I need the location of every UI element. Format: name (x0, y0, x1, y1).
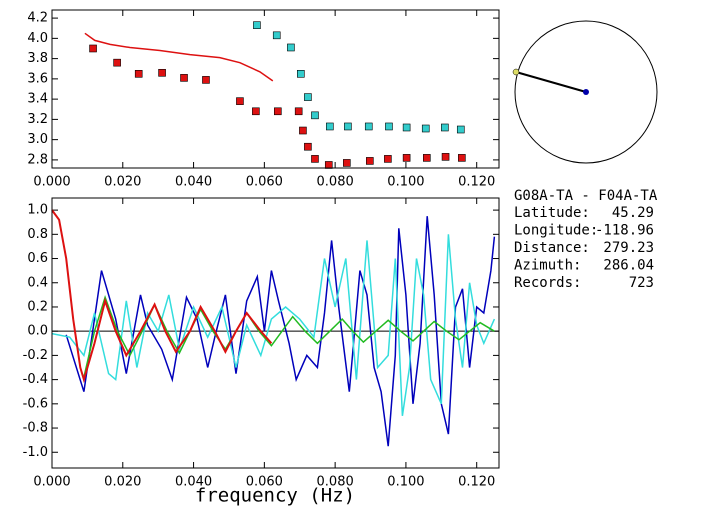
center-marker (583, 89, 589, 95)
data-point (441, 153, 450, 161)
x-tick-label: 0.020 (104, 175, 141, 190)
y-tick-label: 0.0 (27, 324, 48, 339)
data-point (311, 155, 319, 163)
data-point (343, 159, 351, 167)
data-point (402, 123, 411, 132)
info-value: 723 (629, 275, 654, 291)
info-value: 45.29 (612, 205, 654, 221)
data-point (324, 161, 333, 169)
data-point (421, 124, 430, 133)
data-point (297, 70, 305, 78)
x-tick-label: 0.080 (317, 475, 354, 490)
y-tick-label: 4.2 (27, 11, 48, 26)
data-point (456, 125, 465, 134)
data-point (299, 126, 307, 135)
x-tick-label: 0.060 (246, 175, 283, 190)
data-point (294, 107, 303, 116)
azimuth-line (515, 71, 587, 93)
data-point (236, 97, 244, 105)
data-point (252, 107, 260, 116)
data-line (84, 32, 274, 82)
info-label: Longitude: (514, 223, 598, 239)
data-point (253, 21, 261, 29)
x-tick-label: 0.080 (317, 175, 354, 190)
x-tick-label: 0.120 (458, 175, 495, 190)
y-tick-label: -0.4 (23, 372, 48, 387)
data-point (344, 122, 352, 131)
x-tick-label: 0.120 (458, 475, 495, 490)
data-point (304, 142, 312, 151)
x-axis-label: frequency (Hz) (195, 485, 355, 507)
y-tick-label: 0.2 (27, 299, 48, 314)
y-tick-label: 3.2 (27, 112, 48, 127)
data-point (364, 122, 373, 131)
info-value: -118.96 (595, 223, 654, 239)
info-label: Records: (514, 275, 581, 291)
y-tick-label: -0.6 (23, 396, 48, 411)
x-tick-label: 0.040 (175, 475, 212, 490)
y-tick-label: 3.6 (27, 71, 48, 86)
data-point (366, 157, 374, 165)
data-point (423, 154, 431, 162)
data-point (458, 154, 466, 162)
data-point (287, 43, 295, 52)
y-tick-label: -0.8 (23, 421, 48, 436)
info-label: Distance: (514, 240, 590, 256)
data-point (274, 107, 282, 116)
azimuth-circle (514, 20, 658, 164)
data-point (402, 154, 411, 162)
info-label: Latitude: (514, 205, 590, 221)
data-point (158, 68, 166, 77)
data-point (272, 31, 281, 40)
y-tick-label: -0.2 (23, 348, 48, 363)
x-tick-label: 0.100 (387, 475, 424, 490)
y-tick-label: 0.6 (27, 251, 48, 266)
y-tick-label: 3.8 (27, 51, 48, 66)
y-tick-label: 3.0 (27, 132, 48, 147)
plot-frame (51, 9, 500, 169)
x-tick-label: 0.020 (104, 475, 141, 490)
x-tick-label: 0.000 (33, 175, 70, 190)
data-point (326, 122, 334, 131)
data-line (51, 209, 273, 384)
x-tick-label: 0.040 (175, 175, 212, 190)
data-point (180, 74, 188, 82)
x-tick-label: 0.000 (33, 475, 70, 490)
data-point (384, 155, 392, 163)
y-tick-label: 1.0 (27, 203, 48, 218)
y-tick-label: 2.8 (27, 152, 48, 167)
y-tick-label: 0.8 (27, 227, 48, 242)
data-point (113, 58, 121, 67)
y-tick-label: 0.4 (27, 275, 48, 290)
data-line (51, 234, 496, 417)
data-point (385, 122, 393, 131)
data-point (311, 111, 319, 120)
station-marker (512, 68, 520, 76)
info-label: Azimuth: (514, 258, 581, 274)
y-tick-label: 4.0 (27, 31, 48, 46)
station-pair: G08A-TA - F04A-TA (514, 188, 658, 204)
x-tick-label: 0.100 (387, 175, 424, 190)
info-value: 279.23 (603, 240, 654, 256)
y-tick-label: 3.4 (27, 92, 48, 107)
info-value: 286.04 (603, 258, 654, 274)
data-point (304, 93, 312, 101)
y-tick-label: -1.0 (23, 445, 48, 460)
data-point (134, 70, 143, 78)
data-point (202, 76, 210, 84)
plot-frame (51, 197, 500, 469)
x-tick-label: 0.060 (246, 475, 283, 490)
data-point (89, 44, 97, 53)
data-point (441, 123, 449, 132)
